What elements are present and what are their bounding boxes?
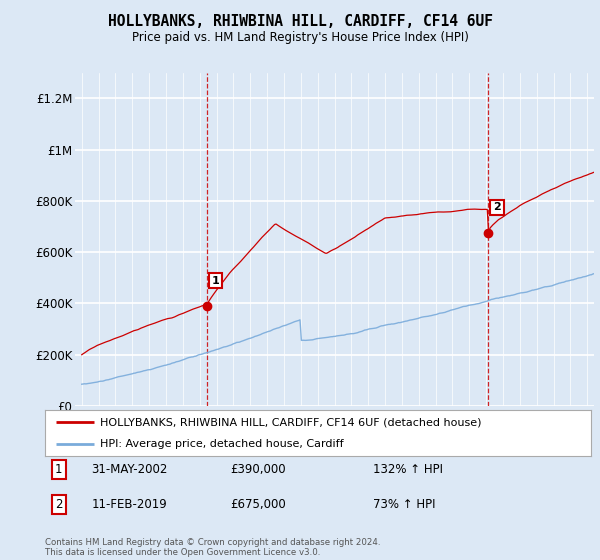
Text: 1: 1 [212, 276, 220, 286]
Text: 73% ↑ HPI: 73% ↑ HPI [373, 498, 435, 511]
Text: 2: 2 [55, 498, 62, 511]
Text: 31-MAY-2002: 31-MAY-2002 [91, 463, 168, 476]
Text: Price paid vs. HM Land Registry's House Price Index (HPI): Price paid vs. HM Land Registry's House … [131, 31, 469, 44]
Text: 2: 2 [493, 203, 501, 212]
Text: HOLLYBANKS, RHIWBINA HILL, CARDIFF, CF14 6UF (detached house): HOLLYBANKS, RHIWBINA HILL, CARDIFF, CF14… [100, 417, 481, 427]
Text: £390,000: £390,000 [230, 463, 286, 476]
Text: HPI: Average price, detached house, Cardiff: HPI: Average price, detached house, Card… [100, 439, 343, 449]
Text: 1: 1 [55, 463, 62, 476]
Text: £675,000: £675,000 [230, 498, 286, 511]
Text: 132% ↑ HPI: 132% ↑ HPI [373, 463, 443, 476]
Text: 11-FEB-2019: 11-FEB-2019 [91, 498, 167, 511]
Text: HOLLYBANKS, RHIWBINA HILL, CARDIFF, CF14 6UF: HOLLYBANKS, RHIWBINA HILL, CARDIFF, CF14… [107, 14, 493, 29]
Text: Contains HM Land Registry data © Crown copyright and database right 2024.
This d: Contains HM Land Registry data © Crown c… [45, 538, 380, 557]
